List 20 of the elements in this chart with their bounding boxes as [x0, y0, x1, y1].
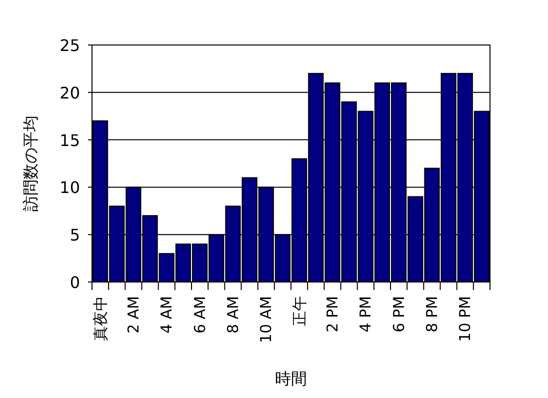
- x-tick-label: 2 PM: [323, 296, 342, 332]
- x-tick-label: 8 AM: [224, 296, 242, 334]
- x-axis-title: 時間: [275, 369, 307, 388]
- y-tick-label: 0: [70, 273, 80, 292]
- y-tick-label: 5: [70, 226, 80, 245]
- x-tick-label: 6 AM: [190, 296, 209, 334]
- x-tick-label: 10 PM: [456, 296, 474, 342]
- y-axis-title: 訪問数の平均: [21, 116, 40, 212]
- x-tick-label: 8 PM: [422, 296, 441, 332]
- x-tick-label: 10 AM: [257, 296, 276, 344]
- x-tick-label: 2 AM: [124, 296, 142, 334]
- y-tick-label: 25: [60, 36, 80, 55]
- x-tick-label: 6 PM: [390, 296, 408, 332]
- x-tick-label: 4 PM: [356, 296, 375, 332]
- y-tick-label: 10: [60, 178, 80, 198]
- x-tick-label: 4 AM: [158, 296, 176, 334]
- x-tick-label: 正午: [290, 296, 308, 326]
- x-tick-label: 真夜中: [91, 296, 110, 341]
- y-tick-label: 20: [60, 83, 80, 102]
- y-tick-label: 15: [60, 130, 80, 150]
